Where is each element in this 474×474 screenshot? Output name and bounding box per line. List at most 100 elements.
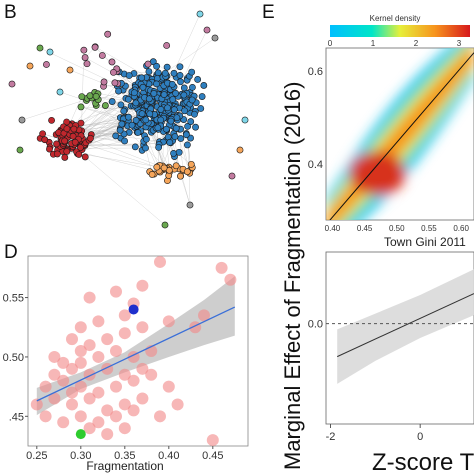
x-axis-label-d: Fragmentation xyxy=(86,459,163,473)
network-node xyxy=(108,98,116,105)
network-node xyxy=(80,46,88,54)
network-node xyxy=(53,150,61,158)
network-node xyxy=(163,63,171,71)
network-node xyxy=(43,61,50,68)
scatter-point xyxy=(154,410,166,423)
network-node xyxy=(83,60,91,68)
network-node xyxy=(48,116,55,124)
network-node xyxy=(66,66,74,74)
x-tick-label: 0.45 xyxy=(202,450,223,462)
scatter-point xyxy=(136,321,149,334)
network-node xyxy=(112,132,120,140)
marginal-band xyxy=(337,269,474,384)
network-node xyxy=(134,129,142,136)
ci-band xyxy=(36,276,235,416)
network-node xyxy=(115,87,122,95)
network-node xyxy=(81,153,89,161)
marginal-plot-frame xyxy=(325,251,474,425)
network-edge xyxy=(76,91,133,142)
network-node xyxy=(177,172,184,180)
network-node xyxy=(63,125,71,133)
scatter-point xyxy=(74,380,87,393)
scatter-point xyxy=(39,410,52,423)
network-node xyxy=(142,135,150,143)
network-node xyxy=(121,137,128,145)
network-node xyxy=(170,69,178,77)
network-node xyxy=(196,10,204,18)
scatter-point xyxy=(74,345,87,357)
network-node xyxy=(145,68,153,75)
scatter-point xyxy=(118,368,131,381)
network-node xyxy=(63,118,70,126)
network-node xyxy=(145,95,153,103)
network-node xyxy=(161,69,169,77)
network-node xyxy=(146,110,154,118)
plot-area-d xyxy=(27,255,249,447)
scatter-point xyxy=(48,350,61,363)
network-node xyxy=(71,138,79,146)
network-node xyxy=(69,132,77,140)
network-node xyxy=(61,137,69,145)
scatter-point xyxy=(83,392,96,405)
network-node xyxy=(92,92,100,100)
network-node xyxy=(124,95,132,103)
scatter-point xyxy=(110,345,122,357)
network-node xyxy=(203,26,211,34)
scatter-point xyxy=(66,398,78,411)
scatter-point xyxy=(136,279,149,292)
network-node xyxy=(228,172,236,180)
marginal-x-tick-label: -2 xyxy=(326,431,336,443)
marginal-x-tick-label: 0 xyxy=(417,431,423,443)
network-node xyxy=(148,171,156,178)
network-node xyxy=(171,133,179,141)
network-node xyxy=(236,146,244,154)
network-node xyxy=(176,63,184,71)
scatter-point xyxy=(118,398,131,411)
colorbar-tick-label: 3 xyxy=(457,39,462,48)
network-node xyxy=(138,110,146,118)
network-node xyxy=(161,221,169,229)
network-edge xyxy=(81,135,165,169)
network-node xyxy=(241,116,249,124)
network-node xyxy=(191,110,198,118)
scatter-point xyxy=(66,386,78,399)
heatmap-fit-line xyxy=(329,52,474,220)
heatmap-y-tick-label: 0.4 xyxy=(308,159,323,171)
scatter-point xyxy=(127,404,140,417)
scatter-point xyxy=(92,350,105,363)
x-tick-label: 0.30 xyxy=(70,450,91,462)
network-node xyxy=(139,83,147,91)
colorbar xyxy=(330,25,470,37)
x-tick-label: 0.40 xyxy=(158,450,179,462)
network-node xyxy=(166,139,174,146)
network-edge xyxy=(66,151,165,169)
scatter-point xyxy=(57,356,70,369)
scatter-point xyxy=(57,374,70,387)
network-node xyxy=(77,144,84,151)
network-node xyxy=(162,125,170,133)
network-node xyxy=(168,81,176,88)
scatter-point xyxy=(74,410,87,423)
scatter-point xyxy=(74,321,87,334)
network-node xyxy=(117,101,125,109)
network-node xyxy=(175,148,183,156)
network-node xyxy=(77,103,85,111)
network-node xyxy=(198,93,206,100)
network-node xyxy=(197,105,205,112)
scatter-point xyxy=(83,291,96,304)
network-node xyxy=(189,83,196,91)
scatter-point xyxy=(118,422,131,435)
network-node xyxy=(169,96,177,103)
scatter-point xyxy=(39,380,52,393)
heatmap-x-tick-label: 0.60 xyxy=(453,224,469,233)
network-node xyxy=(187,118,195,125)
network-edge xyxy=(85,156,166,226)
network-node xyxy=(167,117,175,125)
scatter-point xyxy=(48,392,61,405)
network-node xyxy=(182,131,190,139)
network-node xyxy=(144,60,152,68)
network-node xyxy=(78,93,86,100)
network-node xyxy=(70,125,78,133)
network-node xyxy=(150,90,158,97)
